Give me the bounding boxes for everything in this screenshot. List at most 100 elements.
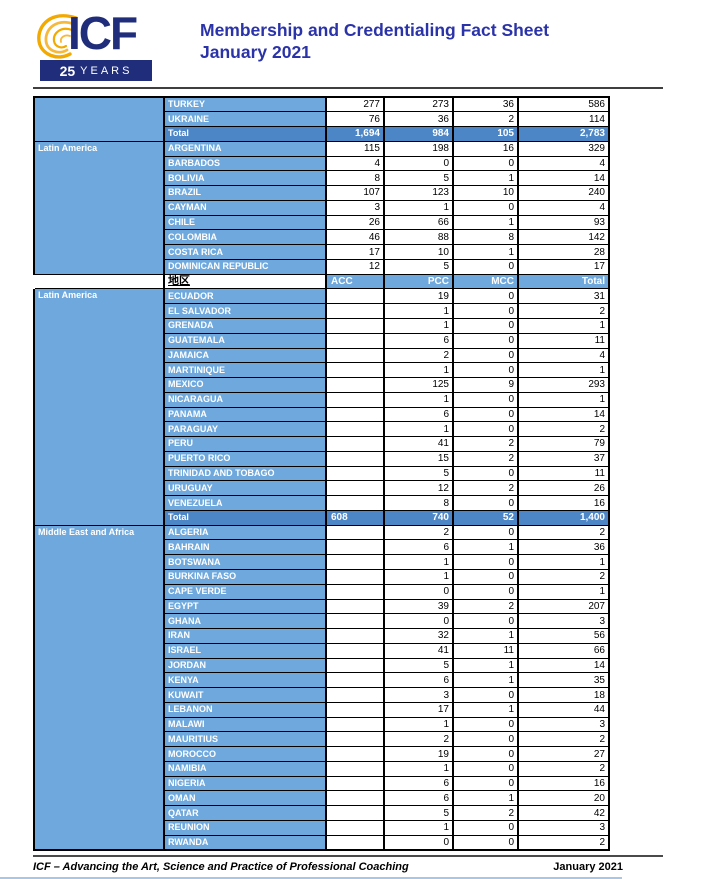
- value-cell: 0: [383, 834, 454, 851]
- value-cell: 1: [383, 760, 454, 777]
- value-cell: 8: [383, 495, 454, 511]
- region-cell: Latin America: [33, 288, 165, 526]
- value-cell: 17: [517, 258, 610, 275]
- value-cell: 93: [517, 214, 610, 231]
- value-cell: 240: [517, 185, 610, 201]
- value-cell: 6: [383, 790, 454, 807]
- value-cell: 18: [517, 687, 610, 703]
- region-cell: [33, 273, 165, 290]
- value-cell: 1: [452, 214, 519, 231]
- country-cell: TURKEY: [163, 96, 327, 113]
- value-cell: 0: [383, 155, 454, 172]
- value-cell: 2: [517, 569, 610, 585]
- value-cell: 6: [383, 672, 454, 689]
- value-cell: 2: [383, 731, 454, 748]
- value-cell: 2: [517, 303, 610, 319]
- value-cell: 125: [383, 377, 454, 393]
- country-cell: GHANA: [163, 613, 327, 630]
- table-row: UKRAINE 76 36 2 114: [34, 111, 610, 128]
- country-cell: CHILE: [163, 214, 327, 231]
- table-row: QATAR 5 2 42: [34, 805, 610, 822]
- value-cell: 0: [452, 421, 519, 438]
- value-cell: 5: [383, 258, 454, 275]
- value-cell: 1: [452, 539, 519, 556]
- value-cell: 4: [325, 155, 385, 172]
- header-rule: [33, 87, 663, 89]
- country-cell: JAMAICA: [163, 347, 327, 364]
- country-cell: IRAN: [163, 628, 327, 644]
- table-row: RWANDA 0 0 2: [34, 834, 610, 851]
- value-cell: 0: [452, 362, 519, 379]
- value-cell: 16: [517, 775, 610, 792]
- region-column-header: 地区: [163, 273, 327, 290]
- value-cell: 1: [383, 199, 454, 216]
- table-row: GRENADA 1 0 1: [34, 317, 610, 334]
- value-cell: 1: [383, 716, 454, 733]
- country-cell: RWANDA: [163, 834, 327, 851]
- table-row: ISRAEL 41 11 66: [34, 642, 610, 659]
- value-cell: 2: [517, 731, 610, 748]
- value-cell: 5: [383, 170, 454, 187]
- value-cell: 2: [517, 421, 610, 438]
- value-cell: 1: [452, 170, 519, 187]
- country-cell: DOMINICAN REPUBLIC: [163, 258, 327, 275]
- country-cell: QATAR: [163, 805, 327, 822]
- country-cell: PERU: [163, 436, 327, 452]
- value-cell: 6: [383, 332, 454, 349]
- country-cell: UKRAINE: [163, 111, 327, 128]
- value-cell: 12: [383, 480, 454, 497]
- column-header-cell: ACC: [325, 273, 385, 290]
- value-cell: 9: [452, 377, 519, 393]
- country-cell: ARGENTINA: [163, 140, 327, 157]
- country-cell: REUNION: [163, 820, 327, 836]
- total-label-cell: Total: [163, 126, 327, 142]
- value-cell: [325, 332, 385, 349]
- value-cell: 28: [517, 244, 610, 260]
- value-cell: 52: [452, 509, 519, 526]
- value-cell: 31: [517, 288, 610, 305]
- country-cell: ALGERIA: [163, 524, 327, 541]
- value-cell: [325, 760, 385, 777]
- value-cell: 4: [517, 155, 610, 172]
- value-cell: 26: [325, 214, 385, 231]
- badge-years-text: YEARS: [80, 64, 133, 77]
- value-cell: [325, 347, 385, 364]
- value-cell: 1: [383, 391, 454, 408]
- value-cell: [325, 569, 385, 585]
- value-cell: 2: [452, 436, 519, 452]
- value-cell: 0: [452, 258, 519, 275]
- table-row: PARAGUAY 1 0 2: [34, 421, 610, 438]
- region-cell: [33, 96, 165, 142]
- value-cell: 19: [383, 288, 454, 305]
- value-cell: 0: [452, 332, 519, 349]
- value-cell: 46: [325, 229, 385, 246]
- value-cell: [325, 450, 385, 467]
- value-cell: 66: [383, 214, 454, 231]
- table-row: BURKINA FASO 1 0 2: [34, 569, 610, 585]
- value-cell: 17: [383, 701, 454, 718]
- value-cell: 0: [452, 406, 519, 423]
- country-cell: PARAGUAY: [163, 421, 327, 438]
- country-cell: NIGERIA: [163, 775, 327, 792]
- value-cell: [325, 421, 385, 438]
- value-cell: 2: [452, 111, 519, 128]
- value-cell: 39: [383, 598, 454, 615]
- country-cell: LEBANON: [163, 701, 327, 718]
- value-cell: [325, 317, 385, 334]
- logo-swirl-icon: [37, 14, 78, 59]
- value-cell: 5: [383, 657, 454, 674]
- total-label-cell: Total: [163, 509, 327, 526]
- value-cell: 6: [383, 539, 454, 556]
- total-row: Total 1,694 984 105 2,783: [34, 126, 610, 142]
- value-cell: [325, 598, 385, 615]
- value-cell: [325, 377, 385, 393]
- country-cell: NICARAGUA: [163, 391, 327, 408]
- value-cell: 1: [383, 554, 454, 570]
- value-cell: 1: [452, 657, 519, 674]
- value-cell: [325, 701, 385, 718]
- value-cell: 1: [383, 569, 454, 585]
- value-cell: 2: [517, 760, 610, 777]
- page-title: Membership and Credentialing Fact Sheet …: [200, 20, 660, 64]
- value-cell: 1: [452, 672, 519, 689]
- country-cell: ECUADOR: [163, 288, 327, 305]
